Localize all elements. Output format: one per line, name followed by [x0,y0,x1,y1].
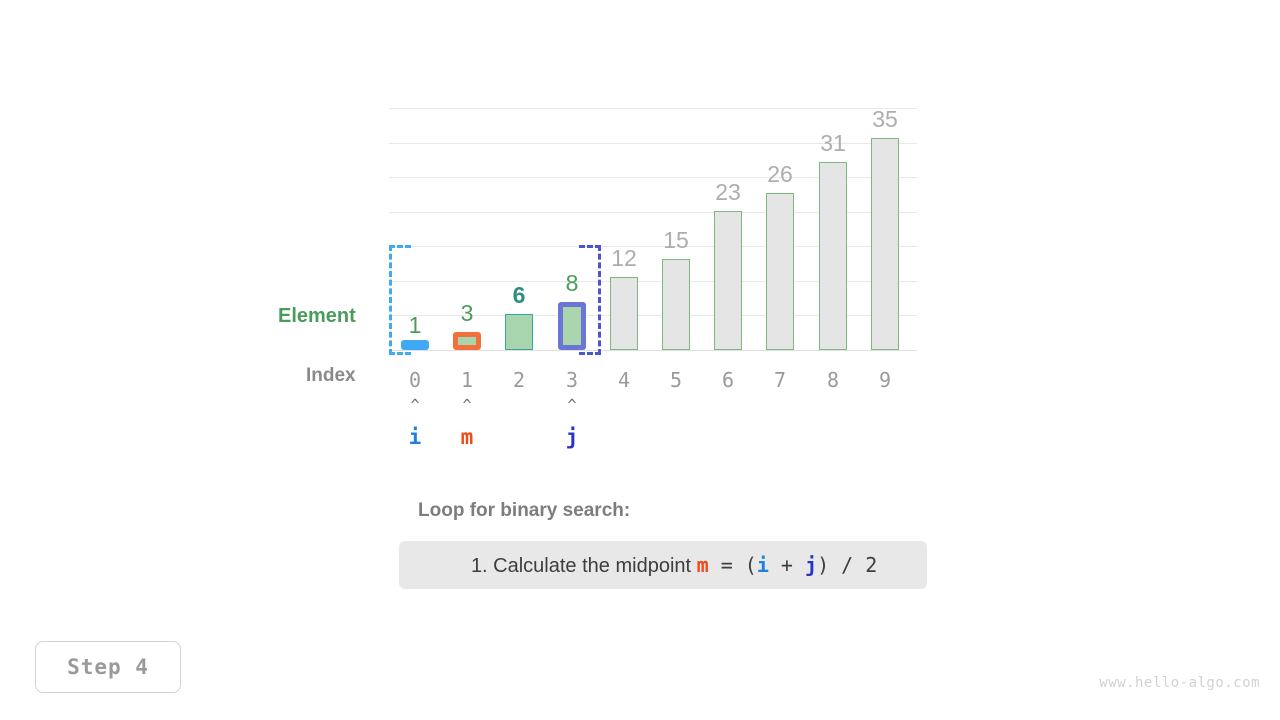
pointer-label-i: i [408,425,422,449]
bar-2 [505,314,533,350]
pointer-label-j: j [565,425,579,449]
gridline [389,281,917,282]
code-equals: = [708,552,745,577]
caption-title: Loop for binary search: [418,500,631,521]
caret-m: ^ [462,396,472,414]
bar-3 [558,302,586,350]
bar-value-label-9: 35 [872,106,898,132]
gridline [389,315,917,316]
step-badge: Step 4 [35,641,181,693]
caret-j: ^ [567,396,577,414]
bar-value-label-5: 15 [663,227,689,253]
bar-value-label-3: 8 [565,270,579,296]
axis-baseline [389,350,917,351]
bar-4 [610,277,638,350]
index-tick-1: 1 [460,368,474,392]
code-var-j: j [805,552,818,577]
bar-value-label-1: 3 [460,300,474,326]
range-cap-bottom-right [579,352,601,355]
bar-9 [871,138,899,350]
code-step-box: 1. Calculate the midpoint m = (i + j) / … [399,541,927,589]
bar-chart [389,108,917,351]
code-prefix: 1. Calculate the midpoint [470,554,697,577]
bar-value-label-4: 12 [611,245,637,271]
code-literal-two: 2 [865,552,878,577]
index-tick-7: 7 [773,368,787,392]
gridline [389,212,917,213]
code-divide: / [829,552,866,577]
gridline [389,246,917,247]
index-axis-label: Index [306,365,356,386]
index-tick-6: 6 [721,368,735,392]
bar-1 [453,332,481,350]
code-lparen: ( [744,552,757,577]
index-tick-3: 3 [565,368,579,392]
index-tick-0: 0 [408,368,422,392]
gridline [389,177,917,178]
gridline [389,108,917,109]
bar-6 [714,211,742,350]
bar-0 [401,340,429,350]
bar-value-label-6: 23 [715,179,741,205]
watermark: www.hello-algo.com [1099,675,1260,691]
element-axis-label: Element [278,305,356,327]
pointer-label-m: m [460,425,474,449]
index-tick-4: 4 [617,368,631,392]
bar-value-label-0: 1 [408,312,422,338]
index-tick-8: 8 [826,368,840,392]
bar-value-label-8: 31 [820,130,846,156]
index-tick-2: 2 [512,368,526,392]
index-tick-9: 9 [878,368,892,392]
code-var-i: i [756,552,769,577]
index-tick-5: 5 [669,368,683,392]
bar-value-label-7: 26 [767,161,793,187]
bar-7 [766,193,794,350]
bar-value-label-2: 6 [512,282,526,308]
bar-5 [662,259,690,350]
code-var-m: m [696,552,709,577]
bar-8 [819,162,847,350]
gridline [389,143,917,144]
code-plus: + [768,552,806,577]
range-cap-bottom-left [389,352,411,355]
caret-i: ^ [410,396,420,414]
code-rparen: ) [817,552,830,577]
code-step-text: 1. Calculate the midpoint m = (i + j) / … [449,530,878,601]
